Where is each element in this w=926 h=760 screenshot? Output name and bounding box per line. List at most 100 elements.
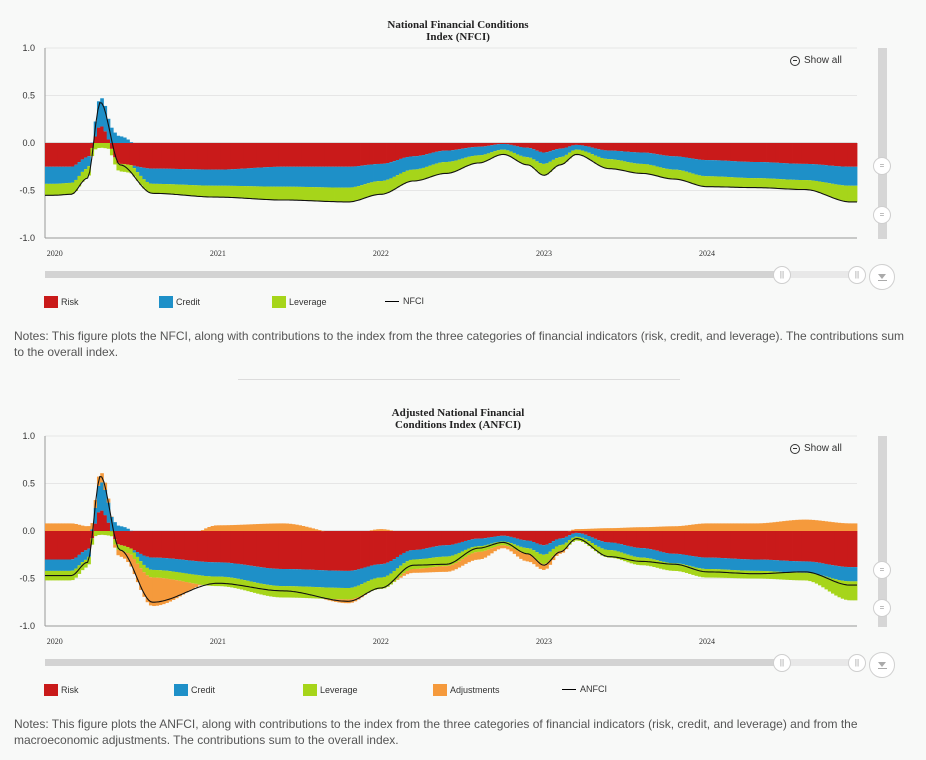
bar-risk — [399, 531, 403, 555]
bar-risk — [418, 143, 423, 156]
bar-risk — [493, 531, 497, 537]
bar-credit — [701, 557, 705, 569]
anfci-vertical-handle-bottom[interactable]: = — [873, 599, 891, 617]
bar-risk — [265, 531, 270, 569]
nfci-vertical-handle-top[interactable]: = — [873, 157, 891, 175]
anfci-legend-credit[interactable]: Credit — [174, 684, 215, 696]
bar-adjustments — [399, 575, 403, 578]
anfci-horizontal-handle-left[interactable]: || — [773, 654, 791, 672]
anfci-legend-leverage[interactable]: Leverage — [303, 684, 358, 696]
bar-leverage — [204, 576, 208, 586]
bar-adjustments — [811, 519, 816, 531]
nfci-legend-credit[interactable]: Credit — [159, 296, 200, 308]
nfci-horizontal-scrollbar-track — [785, 271, 855, 278]
bar-credit — [45, 559, 49, 571]
bar-leverage — [629, 162, 634, 173]
nfci-vertical-scrollbar[interactable] — [878, 48, 887, 239]
bar-adjustments — [434, 566, 439, 573]
nfci-legend-line[interactable]: NFCI — [385, 296, 424, 306]
bar-credit — [603, 150, 608, 159]
bar-adjustments — [470, 553, 475, 561]
bar-leverage — [691, 173, 695, 184]
bar-adjustments — [282, 523, 286, 531]
bar-leverage — [246, 186, 251, 199]
bar-leverage — [109, 531, 114, 537]
bar-credit — [376, 163, 380, 182]
anfci-vertical-handle-top[interactable]: = — [873, 561, 891, 579]
bar-risk — [152, 143, 156, 169]
bar-risk — [801, 531, 806, 562]
nfci-download-button[interactable] — [869, 264, 895, 290]
bar-leverage — [801, 180, 806, 190]
bar-adjustments — [571, 529, 575, 531]
bar-adjustments — [57, 523, 62, 531]
bar-risk — [441, 531, 445, 546]
nfci-legend-risk[interactable]: Risk — [44, 296, 79, 308]
bar-credit — [200, 169, 205, 186]
bar-credit — [278, 568, 283, 587]
bar-leverage — [317, 587, 322, 599]
nfci-title: National Financial Conditions Index (NFC… — [300, 19, 616, 43]
bar-risk — [766, 531, 770, 560]
bar-leverage — [642, 163, 647, 174]
bar-credit — [421, 548, 426, 559]
bar-leverage — [626, 554, 631, 563]
nfci-horizontal-scrollbar[interactable] — [45, 271, 785, 278]
anfci-show-all-button[interactable]: Show all — [790, 443, 842, 454]
bar-risk — [567, 143, 572, 147]
anfci-vertical-scrollbar[interactable] — [878, 436, 887, 627]
bar-adjustments — [694, 524, 699, 531]
nfci-show-all-button[interactable]: Show all — [790, 55, 842, 66]
bar-credit — [217, 169, 221, 186]
bar-leverage — [363, 582, 367, 595]
bar-leverage — [792, 179, 796, 190]
bar-credit — [759, 162, 764, 179]
anfci-legend-adjustments[interactable]: Adjustments — [433, 684, 500, 696]
nfci-legend-leverage[interactable]: Leverage — [272, 296, 327, 308]
bar-leverage — [710, 176, 715, 187]
bar-leverage — [837, 580, 842, 598]
bar-leverage — [470, 547, 475, 554]
anfci-legend-line[interactable]: ANFCI — [562, 684, 607, 694]
bar-risk — [769, 531, 773, 560]
bar-risk — [805, 531, 809, 562]
nfci-horizontal-handle-left[interactable]: || — [773, 266, 791, 284]
nfci-vertical-handle-bottom[interactable]: = — [873, 206, 891, 224]
bar-credit — [392, 559, 397, 572]
bar-credit — [80, 552, 85, 563]
bar-risk — [597, 531, 601, 541]
anfci-horizontal-handle-right[interactable]: || — [848, 654, 866, 672]
bar-leverage — [48, 183, 52, 196]
bar-adjustments — [51, 523, 56, 531]
bar-credit — [265, 167, 270, 187]
anfci-legend-risk[interactable]: Risk — [44, 684, 79, 696]
anfci-download-button[interactable] — [869, 652, 895, 678]
bar-risk — [548, 531, 553, 544]
bar-adjustments — [519, 552, 523, 559]
bar-risk — [535, 531, 540, 544]
bar-credit — [847, 567, 851, 582]
bar-leverage — [321, 587, 325, 599]
bar-risk — [639, 143, 644, 153]
bar-adjustments — [155, 577, 160, 606]
anfci-horizontal-scrollbar[interactable] — [45, 659, 785, 666]
bar-credit — [356, 166, 361, 187]
bar-credit — [580, 533, 585, 538]
bar-leverage — [87, 556, 91, 565]
bar-credit — [675, 553, 679, 564]
bar-risk — [509, 531, 514, 537]
bar-risk — [197, 531, 202, 562]
bar-risk — [590, 531, 595, 538]
bar-credit — [538, 151, 543, 164]
bar-risk — [619, 531, 624, 545]
bar-adjustments — [116, 549, 121, 556]
bar-leverage — [243, 580, 247, 591]
bar-risk — [408, 143, 413, 157]
bar-leverage — [727, 569, 731, 578]
bar-adjustments — [538, 562, 543, 569]
nfci-horizontal-handle-right[interactable]: || — [848, 266, 866, 284]
bar-risk — [642, 143, 647, 153]
bar-risk — [749, 143, 754, 162]
